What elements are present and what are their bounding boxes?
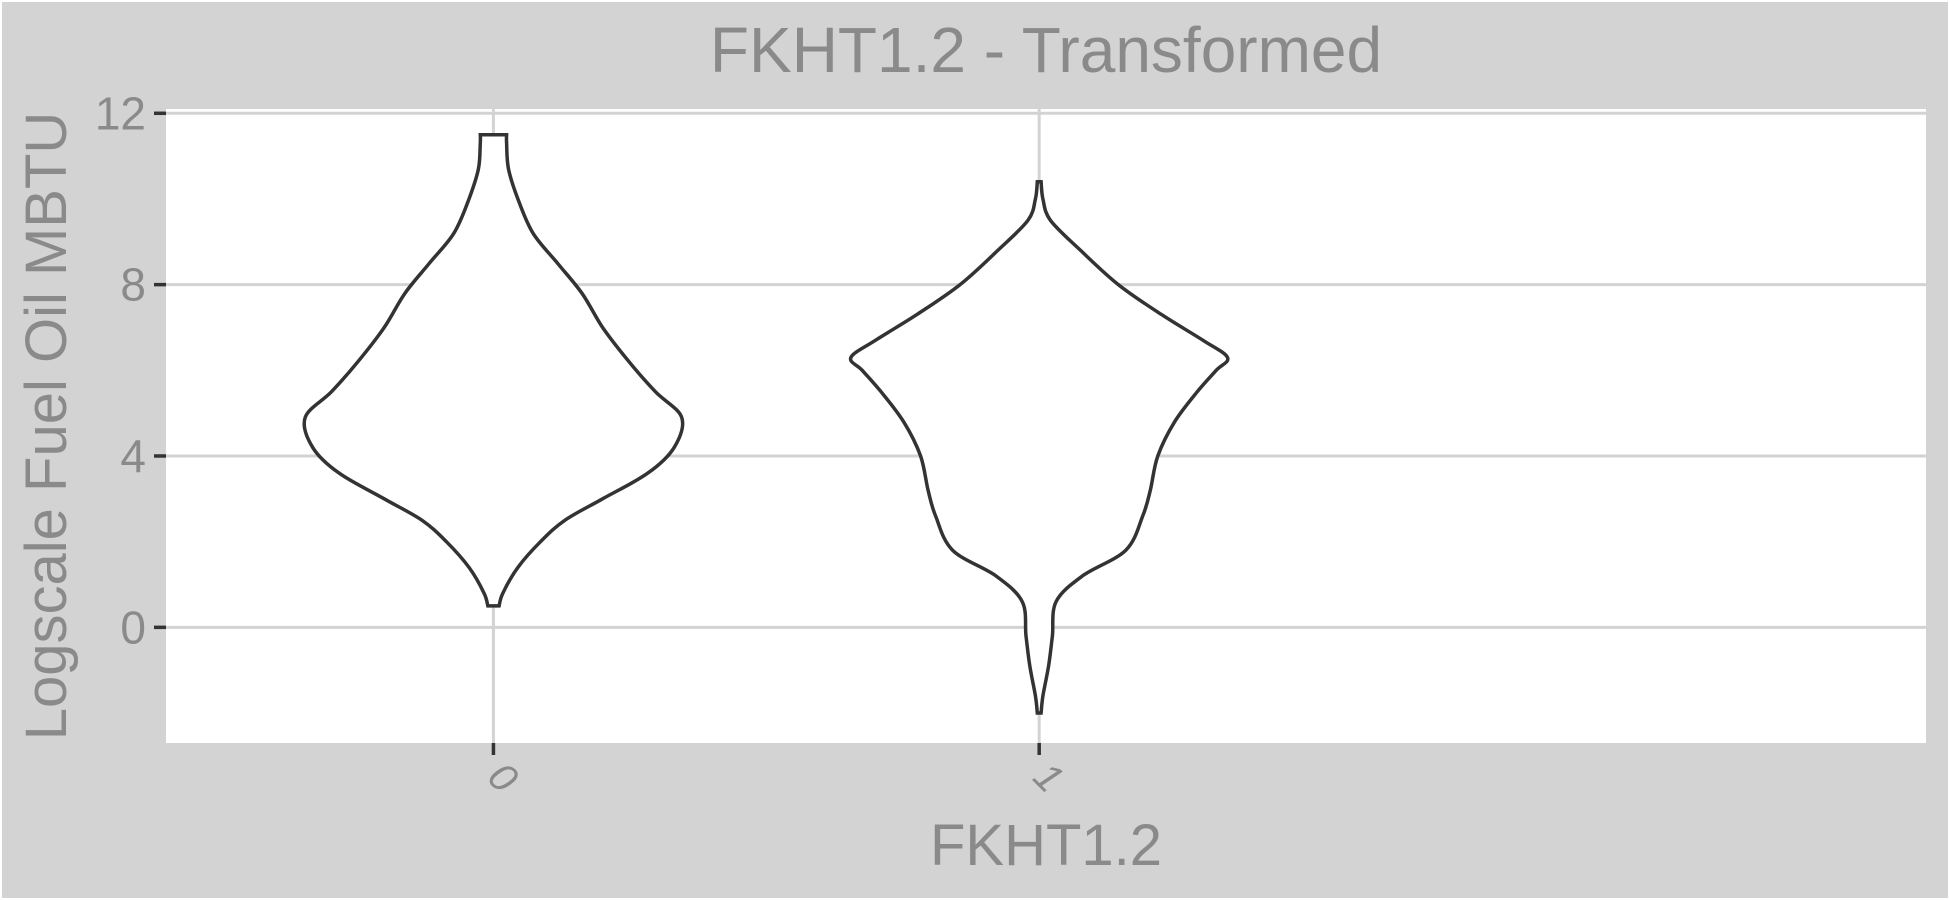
violin-layer xyxy=(302,132,1230,715)
x-tick-label-0: 0 xyxy=(479,754,526,801)
x-axis-label: FKHT1.2 xyxy=(930,813,1162,878)
violin-0 xyxy=(302,132,685,608)
x-tick-label-1: 1 xyxy=(1025,754,1072,801)
chart-title: FKHT1.2 - Transformed xyxy=(710,14,1382,86)
y-tick-label-0: 0 xyxy=(120,601,146,653)
y-tick-label-8: 8 xyxy=(120,259,146,311)
y-axis-label: Logscale Fuel Oil MBTU xyxy=(14,112,79,741)
violin-1 xyxy=(848,180,1230,715)
y-tick-label-12: 12 xyxy=(95,87,146,139)
y-tick-label-4: 4 xyxy=(120,430,146,482)
